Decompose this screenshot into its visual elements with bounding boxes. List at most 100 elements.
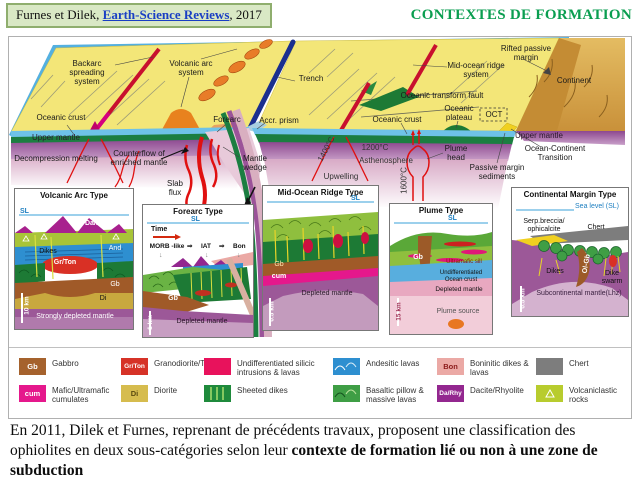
legend-item-dacite: Da/Rhy Dacite/Rhyolite [437, 385, 532, 402]
panel-plume: Plume Type SL Gb Ultramafic sill Undiffe… [389, 203, 493, 335]
dike-swarm-label: Dike swarm [601, 270, 623, 285]
figure-frame: Backarc spreading system Volcanic arc sy… [8, 36, 632, 419]
rifted-passive-margin-label: Rifted passive margin [500, 44, 552, 62]
subcontinental-mantle-label: Subcontinental mantle(Lhz) [536, 290, 622, 297]
basaltic-pillow-swatch [333, 385, 360, 402]
continental-margin-cross-section-art [512, 209, 628, 316]
legend-item-basaltic: Basaltic pillow & massive lavas [333, 385, 446, 404]
plume-cross-section-art [390, 222, 492, 334]
gabbro-label: Gb [274, 261, 284, 268]
plume-head-label: Plume head [444, 144, 468, 162]
caption-text: En 2011, Dilek et Furnes, reprenant de p… [10, 421, 632, 480]
citation-box: Furnes et Dilek, Earth-Science Reviews, … [6, 3, 272, 28]
andesitic-pillow-swatch [333, 358, 360, 375]
granodiorite-swatch: Gr/Ton [121, 358, 148, 375]
scale-label: 15 km [395, 302, 403, 321]
counterflow-label: Counterflow of enriched mantle [110, 149, 168, 167]
scale-bar [520, 286, 522, 312]
dikes-label: Dikes [39, 248, 57, 255]
panel-title: Mid-Ocean Ridge Type [277, 188, 364, 197]
granodiorite-tonalite-label: Gr/Ton [53, 259, 77, 266]
slab-flux-label: Slab flux [166, 179, 183, 197]
legend-label: Gabbro [52, 359, 79, 368]
legend-item-cumulates: cum Mafic/Ultramafic cumulates [19, 385, 120, 404]
mantle-wedge-label: Mantle wedge [242, 154, 267, 172]
panel-title: Plume Type [418, 206, 464, 215]
chert-label: Chert [587, 224, 605, 231]
iat-label: IAT [201, 243, 211, 250]
panel-title: Forearc Type [173, 207, 223, 216]
legend-label: Granodiorite/Tonalite [154, 359, 228, 368]
ultramafic-sill-label: Ultramafic sill [446, 259, 482, 265]
continent-label: Continent [556, 76, 592, 85]
sea-level-label: SL [191, 216, 200, 223]
asthenosphere-label: Asthenosphere [359, 156, 413, 165]
sea-level-label: SL [20, 208, 29, 215]
panel-title: Volcanic Arc Type [40, 191, 108, 200]
accretionary-prism-label: Accr. prism [259, 116, 299, 125]
gabbro-swatch: Gb [19, 358, 46, 375]
temp-1600-label: 1600°C [399, 167, 409, 194]
serpentinite-breccia-label: Serp.breccia/ ophicalcite [523, 218, 565, 233]
panel-volcanic-arc: Volcanic Arc Type SL Da/Rhy Dikes And Gr… [14, 188, 134, 330]
depleted-mantle-label: Depleted mantle [301, 290, 353, 297]
sequence-arrow: ⇒ [187, 243, 193, 250]
andesite-label: And [108, 245, 122, 252]
legend-item-gabbro: Gb Gabbro [19, 358, 112, 375]
scale-bar [149, 311, 151, 335]
sheeted-dikes-swatch [204, 385, 231, 402]
scale-bar [21, 293, 23, 323]
oceanic-plateau-label: Oceanic plateau [444, 104, 474, 122]
gabbro-label: Gb [413, 254, 423, 261]
dacite-swatch: Da/Rhy [437, 385, 464, 402]
boninite-label: Bon [233, 243, 246, 250]
block-diagram-scene: Backarc spreading system Volcanic arc sy… [9, 37, 631, 347]
volcanic-arc-cross-section-art [15, 214, 133, 329]
legend-label: Basaltic pillow & massive lavas [366, 386, 424, 405]
plume-source-label: Plume source [436, 308, 480, 315]
upper-mantle-left-label: Upper mantle [31, 133, 81, 142]
down-arrow: ↓ [237, 252, 241, 259]
legend: Gb Gabbro Gr/Ton Granodiorite/Tonalite U… [9, 347, 631, 418]
legend-label: Dacite/Rhyolite [470, 386, 524, 395]
trench-label: Trench [298, 74, 324, 83]
dikes-label: Dikes [546, 268, 564, 275]
legend-item-boninitic: Bon Boninitic dikes & lavas [437, 358, 532, 377]
ocean-continent-transition-label: Ocean-Continent Transition [524, 144, 586, 162]
depleted-mantle-label: Depleted mantle [435, 286, 483, 293]
scale-label: 10 km [23, 296, 31, 315]
time-label: Time [151, 226, 168, 233]
panel-mid-ocean-ridge: Mid-Ocean Ridge Type SL Gb cum Depleted … [262, 185, 379, 331]
volcanic-arc-label: Volcanic arc system [169, 59, 213, 77]
sea-level-label: Sea level (SL) [575, 203, 619, 210]
cumulates-swatch: cum [19, 385, 46, 402]
diorite-label: Di [99, 295, 107, 302]
panel-continental-margin: Continental Margin Type Sea level (SL) S… [511, 187, 629, 317]
backarc-spreading-label: Backarc spreading system [69, 59, 105, 86]
legend-item-silicic: Undifferentiated silicic intrusions & la… [204, 358, 329, 377]
legend-label: Andesitic lavas [366, 359, 420, 368]
caption-bold: contexte de formation lié ou non à une z… [10, 442, 598, 480]
upper-mantle-right-label: Upper mantle [514, 131, 564, 140]
legend-item-andesitic: Andesitic lavas [333, 358, 436, 375]
scale-label: 0.5 km [268, 301, 276, 322]
depleted-mantle-label: Strongly depleted mantle [36, 313, 114, 320]
legend-item-volcaniclastic: Volcaniclastic rocks [536, 385, 629, 404]
citation-journal-link[interactable]: Earth-Science Reviews [102, 7, 230, 22]
legend-label: Sheeted dikes [237, 386, 288, 395]
diorite-swatch: Di [121, 385, 148, 402]
legend-label: Mafic/Ultramafic cumulates [52, 386, 110, 405]
gabbro-label: Gb [168, 295, 178, 302]
down-arrow: ↓ [159, 252, 163, 259]
oceanic-crust-left-label: Oceanic crust [36, 113, 86, 122]
slide-title: CONTEXTES DE FORMATION [410, 7, 632, 23]
legend-item-chert: Chert [536, 358, 627, 375]
morb-like-label: MORB -like [149, 243, 185, 250]
legend-label: Diorite [154, 386, 178, 395]
panel-forearc: Forearc Type SL Time MORB -like ⇒ IAT ⇒ … [142, 204, 254, 338]
sequence-arrow: ⇒ [219, 243, 225, 250]
undifferentiated-crust-label: Undifferentiated Ocean crust [439, 270, 483, 283]
volcaniclastic-swatch [536, 385, 563, 402]
scale-bar [269, 298, 271, 326]
